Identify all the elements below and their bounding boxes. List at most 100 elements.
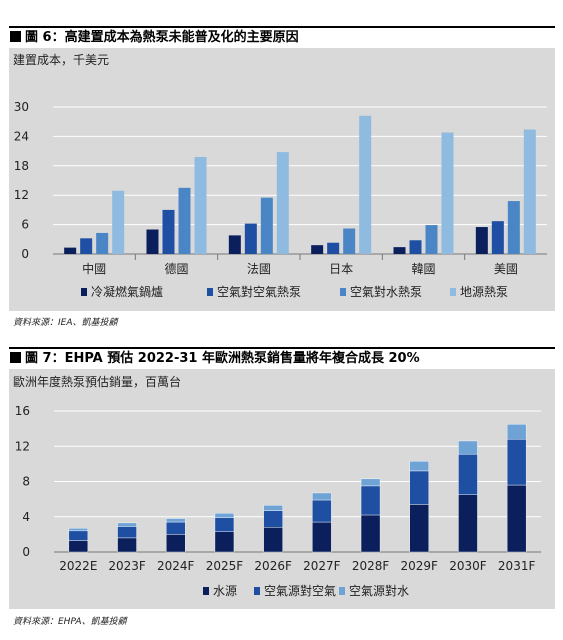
bar-3 — [96, 232, 109, 254]
bar-segment-1 — [117, 537, 137, 553]
figure-6-title: 圖 6：高建置成本為熱泵未能普及化的主要原因 — [9, 26, 555, 48]
x-tick-label: 中國 — [82, 261, 106, 276]
x-tick-label: 2030F — [449, 559, 487, 573]
legend-label-2: 空氣對空氣熱泵 — [217, 285, 301, 299]
y-tick-label: 18 — [14, 159, 29, 173]
bar-1 — [393, 247, 406, 254]
bar-1 — [228, 235, 241, 254]
bar-segment-2 — [263, 510, 283, 528]
bar-1 — [475, 227, 488, 254]
bar-segment-1 — [166, 534, 186, 553]
legend-swatch-1 — [203, 587, 209, 595]
figure-6-unit: 建置成本，千美元 — [13, 53, 110, 67]
bar-segment-3 — [506, 424, 527, 440]
y-tick-label: 0 — [21, 247, 29, 261]
bar-segment-1 — [263, 527, 283, 553]
x-tick-label: 法國 — [247, 262, 271, 276]
bar-2 — [244, 223, 257, 254]
x-tick-label: 2027F — [303, 559, 341, 573]
figure-7-chart: 0 4 8 12 16 2022E 2023F 2024F 2025F 2026F 2027F 202… — [15, 404, 541, 598]
figure-6-source: 資料來源：IEA、凱基投顧 — [13, 318, 118, 328]
figure-7-panel: 歐洲年度熱泵預估銷量，百萬台 0 4 8 12 16 2022E 2023F 2024F 202… — [9, 369, 555, 609]
figure-6-title-text: 圖 6：高建置成本為熱泵未能普及化的主要原因 — [25, 30, 299, 45]
legend-label-2: 空氣源對空氣 — [264, 584, 336, 598]
x-tick-label: 日本 — [329, 262, 353, 276]
bar-segment-3 — [68, 528, 89, 532]
bar-4 — [523, 129, 536, 254]
bar-segment-2 — [506, 438, 527, 486]
figure-7-title: 圖 7：EHPA 預估 2022-31 年歐洲熱泵銷售量將年複合成長 20% — [9, 347, 555, 369]
legend-swatch-3 — [339, 587, 345, 595]
figure-6-panel: 建置成本，千美元 0 6 12 18 24 30 中國 德國 法國 日本 韓國 美國 冷凝燃氣鍋爐 空氣對… — [9, 48, 555, 311]
bar-segment-1 — [506, 484, 527, 553]
bar-segment-2 — [166, 521, 186, 535]
figure-marker-icon — [10, 352, 21, 363]
figure-marker-icon — [10, 31, 21, 42]
bar-segment-2 — [312, 499, 332, 523]
x-tick-label: 2022E — [59, 559, 97, 573]
legend-label-4: 地源熱泵 — [460, 285, 508, 299]
bar-1 — [311, 245, 324, 254]
bar-segment-3 — [117, 522, 137, 527]
legend-swatch-3 — [340, 288, 346, 296]
x-tick-label: 2024F — [157, 559, 195, 573]
bar-2 — [409, 240, 422, 254]
bar-4 — [112, 190, 125, 254]
bar-2 — [327, 242, 340, 254]
y-tick-label: 6 — [21, 218, 29, 232]
bar-segment-3 — [409, 461, 429, 472]
figure-7-title-text: 圖 7：EHPA 預估 2022-31 年歐洲熱泵銷售量將年複合成長 20% — [25, 351, 420, 366]
x-tick-label: 2029F — [401, 559, 439, 573]
x-tick-label: 2031F — [498, 559, 536, 573]
bar-segment-1 — [214, 531, 235, 553]
bar-2 — [80, 238, 93, 254]
x-tick-label: 韓國 — [411, 262, 435, 276]
y-tick-label: 30 — [14, 100, 29, 114]
bar-4 — [276, 152, 289, 254]
x-tick-label: 美國 — [494, 262, 518, 276]
x-tick-label: 德國 — [164, 261, 188, 276]
legend-swatch-2 — [254, 587, 260, 595]
y-tick-label: 12 — [15, 439, 30, 453]
bar-4 — [359, 115, 372, 254]
bar-3 — [178, 187, 191, 254]
bar-4 — [441, 132, 454, 254]
bar-segment-1 — [458, 494, 478, 553]
x-tick-label: 2025F — [206, 559, 244, 573]
bar-segment-2 — [360, 485, 381, 516]
x-tick-label: 2026F — [254, 559, 292, 573]
legend-label-3: 空氣源對水 — [349, 584, 409, 598]
legend-label-1: 冷凝燃氣鍋爐 — [91, 284, 163, 299]
bar-segment-2 — [409, 470, 429, 505]
bar-segment-2 — [214, 517, 235, 532]
bar-segment-3 — [360, 478, 381, 487]
bar-3 — [343, 228, 356, 254]
bar-4 — [194, 156, 207, 254]
x-tick-label: 2023F — [108, 559, 146, 573]
y-tick-label: 12 — [14, 188, 29, 202]
y-tick-label: 16 — [15, 404, 30, 418]
legend-label-3: 空氣對水熱泵 — [350, 285, 422, 299]
bar-segment-3 — [214, 513, 235, 518]
y-tick-label: 4 — [22, 510, 30, 524]
bar-segment-3 — [263, 505, 283, 511]
legend-swatch-2 — [207, 288, 213, 296]
figure-7-source: 資料來源：EHPA、凱基投顧 — [13, 617, 127, 627]
legend-swatch-4 — [450, 288, 456, 296]
bar-2 — [491, 221, 504, 254]
legend-label-1: 水源 — [213, 584, 237, 598]
bar-segment-2 — [458, 453, 478, 495]
bar-3 — [260, 197, 273, 254]
figure-7-unit: 歐洲年度熱泵預估銷量，百萬台 — [13, 375, 182, 389]
bar-segment-3 — [166, 518, 186, 523]
bar-2 — [162, 209, 175, 254]
bar-segment-3 — [312, 492, 332, 501]
bar-segment-3 — [458, 440, 478, 455]
legend-swatch-1 — [81, 288, 87, 296]
bar-3 — [507, 201, 520, 254]
bar-segment-2 — [68, 530, 89, 541]
y-tick-label: 0 — [22, 545, 30, 559]
bar-1 — [146, 229, 159, 254]
y-tick-label: 8 — [22, 475, 30, 489]
